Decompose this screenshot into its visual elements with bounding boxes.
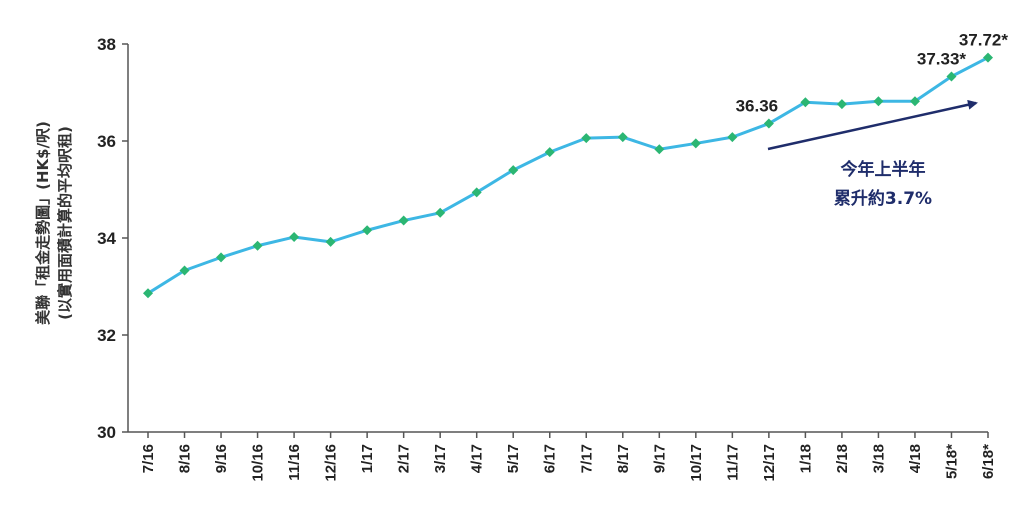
x-tick-label: 2/18 (834, 444, 851, 473)
data-point (800, 97, 811, 108)
x-tick-label: 10/16 (250, 444, 267, 482)
x-tick-label: 4/18 (907, 444, 924, 473)
x-tick-label: 12/17 (761, 444, 778, 482)
data-point (763, 118, 774, 129)
x-ticks: 7/16 8/16 9/16 10/16 11/16 12/16 1/17 2/17 3/17 4… (140, 432, 997, 482)
series-markers (143, 52, 993, 299)
x-tick-label: 5/17 (505, 444, 522, 473)
x-tick-label: 3/18 (870, 444, 887, 473)
y-tick-label: 36 (97, 132, 116, 151)
x-tick-label: 6/17 (542, 444, 559, 473)
annotation-line-2: 累升約3.7% (834, 188, 932, 209)
data-point (983, 52, 993, 63)
x-tick-label: 3/17 (432, 444, 449, 473)
y-tick-label: 38 (97, 35, 116, 54)
data-point (946, 71, 957, 82)
data-point (471, 187, 482, 198)
data-point (143, 288, 153, 299)
y-tick-label: 30 (97, 423, 116, 442)
data-labels: 36.36 37.33*37.72* (736, 31, 1009, 116)
data-point (581, 133, 592, 144)
data-label: 36.36 (736, 97, 779, 116)
growth-arrow (767, 99, 978, 151)
x-tick-label: 4/17 (469, 444, 486, 473)
x-tick-label: 8/16 (177, 444, 194, 473)
x-tick-label: 11/17 (724, 444, 741, 481)
data-point (617, 132, 628, 143)
data-point (690, 138, 701, 149)
data-point (544, 147, 555, 158)
data-point (909, 96, 920, 107)
data-point (362, 225, 373, 236)
series-line (147, 56, 989, 295)
data-label: 37.72* (959, 31, 1009, 50)
annotation-line-1: 今年上半年 (841, 159, 926, 180)
data-point (727, 132, 738, 143)
y-axis-title-line-2: (以實用面積計算的平均呎租) (56, 126, 74, 320)
data-point (398, 215, 409, 226)
data-point (836, 99, 847, 110)
y-tick-label: 34 (97, 229, 116, 248)
data-point (873, 96, 884, 107)
y-axis-title-line-1: 美聯「租金走勢圖」(HK$/呎) (34, 121, 52, 325)
y-axis-title: 美聯「租金走勢圖」(HK$/呎) (以實用面積計算的平均呎租) (34, 121, 74, 325)
x-tick-label: 6/18* (980, 444, 997, 479)
x-tick-label: 9/17 (651, 444, 668, 473)
data-point (289, 232, 300, 243)
data-point (179, 265, 190, 276)
x-tick-label: 7/16 (140, 444, 157, 473)
x-tick-label: 10/17 (688, 444, 705, 482)
x-tick-label: 8/17 (615, 444, 632, 473)
x-tick-label: 7/17 (578, 444, 595, 473)
x-tick-label: 12/16 (323, 444, 340, 482)
y-tick-label: 32 (97, 326, 116, 345)
x-tick-label: 9/16 (213, 444, 230, 473)
data-point (216, 252, 227, 263)
x-tick-label: 2/17 (396, 444, 413, 473)
x-tick-label: 1/18 (797, 444, 814, 473)
data-label: 37.33* (917, 49, 967, 68)
data-point (654, 144, 665, 155)
data-point (325, 236, 336, 247)
data-point (435, 207, 446, 218)
y-ticks: 30 32 34 36 38 (97, 35, 128, 442)
x-tick-label: 11/16 (286, 444, 303, 481)
series-polyline (147, 56, 989, 295)
data-point (252, 240, 263, 251)
x-tick-label: 5/18* (943, 444, 960, 479)
data-point (508, 165, 519, 176)
x-tick-label: 1/17 (359, 444, 376, 473)
growth-annotation: 今年上半年 累升約3.7% (767, 99, 978, 209)
